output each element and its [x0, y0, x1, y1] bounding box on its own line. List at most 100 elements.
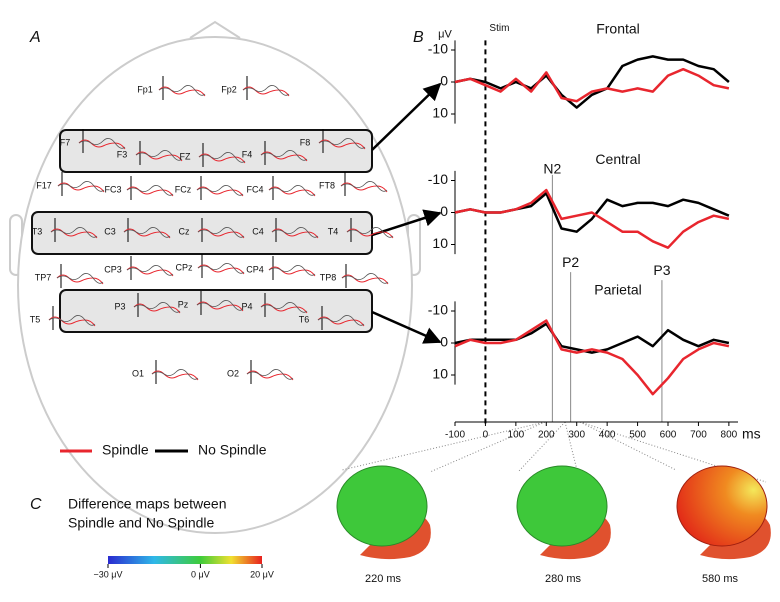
electrode-label: Fp2 [221, 84, 237, 94]
electrode-trace [56, 273, 104, 284]
electrode-label: FT8 [319, 180, 335, 190]
electrode-trace [318, 138, 366, 149]
x-tick-label: 500 [629, 430, 646, 441]
electrode-trace [56, 274, 104, 285]
head-map [676, 465, 771, 560]
x-tick-label: 100 [508, 430, 525, 441]
electrode-trace [151, 370, 199, 381]
electrode-trace [198, 153, 246, 164]
y-tick-label: -10 [428, 302, 448, 318]
electrode-trace [126, 265, 174, 276]
map-time: 580 ms [702, 573, 739, 585]
electrode-label: C4 [252, 226, 264, 236]
electrode-trace [242, 85, 290, 96]
electrode-trace [271, 228, 319, 239]
colorbar [108, 556, 262, 564]
electrode-label: TP8 [320, 272, 337, 282]
electrode-trace [246, 370, 294, 381]
legend-label: No Spindle [198, 442, 267, 458]
head-map [516, 465, 611, 560]
electrode-trace [346, 227, 394, 238]
annotation: P2 [562, 254, 579, 270]
electrode-trace [260, 150, 308, 161]
electrode-trace [50, 227, 98, 238]
electrode-label: TP7 [35, 272, 52, 282]
electrode-trace [78, 138, 126, 149]
electrode-trace [196, 300, 244, 311]
y-tick-label: 0 [440, 203, 448, 219]
electrode-label: P3 [114, 301, 125, 311]
electrode-trace [242, 86, 290, 97]
electrode-label: Cz [179, 226, 190, 236]
electrode-trace [346, 228, 394, 239]
electrode-trace [126, 185, 174, 196]
electrode-label: T6 [299, 314, 310, 324]
electrode-trace [198, 152, 246, 163]
electrode-trace [268, 265, 316, 276]
x-tick-label: 0 [483, 430, 489, 441]
x-tick-label: 800 [721, 430, 738, 441]
legend-label: Spindle [102, 442, 149, 458]
x-tick-label: 300 [568, 430, 585, 441]
electrode-trace [50, 228, 98, 239]
electrode-trace [260, 303, 308, 314]
electrode-label: T4 [328, 226, 339, 236]
electrode-trace [197, 263, 245, 274]
electrode-trace [48, 315, 96, 326]
electrode-trace [135, 150, 183, 161]
chart-title: Frontal [596, 21, 640, 37]
electrode-trace [260, 151, 308, 162]
electrode-trace [196, 186, 244, 197]
electrode-label: Pz [178, 299, 189, 309]
electrode-trace [268, 186, 316, 197]
x-tick-label: -100 [445, 430, 465, 441]
y-tick-label: 0 [440, 334, 448, 350]
y-tick-label: -10 [428, 41, 448, 57]
region-arrows [371, 82, 442, 344]
erp-line [454, 188, 730, 249]
electrode-label: CP4 [246, 264, 264, 274]
electrode-trace [268, 266, 316, 277]
electrode-label: T5 [30, 314, 41, 324]
y-axis-label: μV [438, 28, 452, 40]
map-time: 220 ms [365, 573, 402, 585]
panel-letter: C [30, 496, 42, 513]
x-tick-label: 200 [538, 430, 555, 441]
electrode-trace [133, 302, 181, 313]
electrode-label: C3 [104, 226, 116, 236]
electrode-label: F17 [36, 180, 52, 190]
x-axis-label: ms [742, 426, 761, 442]
electrode-trace [158, 85, 206, 96]
electrode-trace [158, 86, 206, 97]
electrode-trace [318, 139, 366, 150]
electrode-label: O1 [132, 368, 144, 378]
electrode-label: FC3 [104, 184, 121, 194]
electrode-trace [78, 139, 126, 150]
electrode-label: Fp1 [137, 84, 153, 94]
electrode-trace [123, 228, 171, 239]
caption: Difference maps between [68, 496, 227, 512]
electrode-trace [197, 264, 245, 275]
erp-line [454, 55, 730, 109]
erp-line [454, 319, 730, 396]
panel-letter: B [413, 29, 424, 46]
electrode-trace [126, 186, 174, 197]
electrode-trace [340, 182, 388, 193]
electrode-label: T3 [32, 226, 43, 236]
electrode-trace [197, 228, 245, 239]
electrode-trace [246, 369, 294, 380]
electrode-trace [196, 301, 244, 312]
electrode-trace [341, 274, 389, 285]
electrode-label: F7 [60, 137, 71, 147]
colorbar-label: 20 μV [250, 569, 274, 579]
electrode-trace [151, 369, 199, 380]
electrode-label: FC4 [246, 184, 263, 194]
colorbar-label: −30 μV [94, 569, 123, 579]
annotation: N2 [543, 161, 561, 177]
electrode-trace [317, 315, 365, 326]
electrode-trace [268, 185, 316, 196]
electrode-trace [57, 181, 105, 192]
chart-title: Central [595, 151, 640, 167]
annotation: Stim [489, 23, 509, 34]
x-tick-label: 600 [660, 430, 677, 441]
